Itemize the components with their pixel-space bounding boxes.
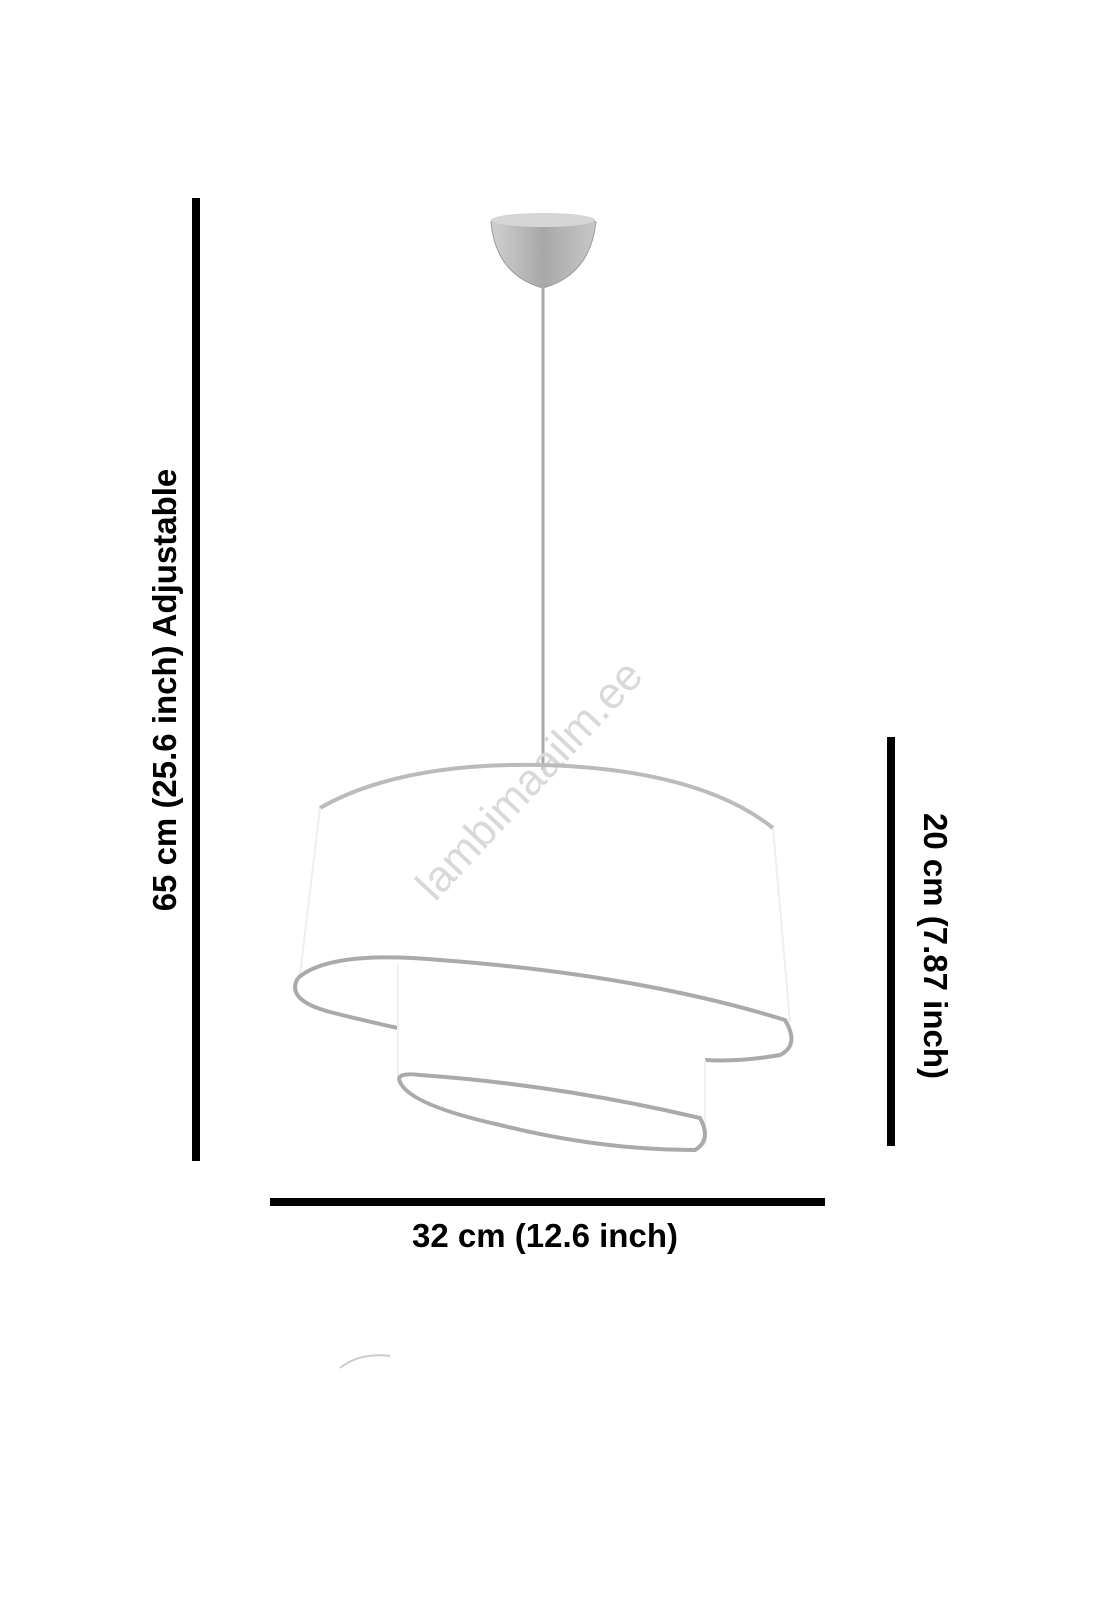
- height-label: 65 cm (25.6 inch) Adjustable: [146, 469, 183, 912]
- height-dimension-line: [192, 198, 200, 1161]
- upper-shade: [293, 762, 794, 1063]
- width-label: 32 cm (12.6 inch): [412, 1217, 678, 1254]
- ceiling-canopy: [490, 213, 597, 289]
- shade-height-dimension-line: [887, 737, 895, 1146]
- stray-mark: [339, 1354, 391, 1369]
- lower-shade: [397, 965, 707, 1153]
- width-dimension-line: [270, 1198, 825, 1206]
- watermark: lambimaailm.ee: [406, 651, 652, 910]
- shade-height-label: 20 cm (7.87 inch): [917, 813, 954, 1079]
